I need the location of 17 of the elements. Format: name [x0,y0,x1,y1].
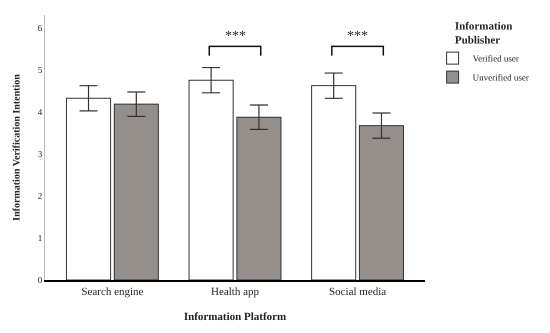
x-tick-label: Search engine [81,286,144,298]
annotation: *** [225,29,246,44]
y-tick-label: 1 [38,233,42,244]
y-tick-label: 5 [38,64,43,75]
legend-label: Unverified user [472,72,529,83]
legend-label: Verified user [472,54,519,64]
y-tick-label: 2 [38,191,42,202]
y-axis-title: Information Verification Intention [12,74,23,221]
y-tick-label: 0 [38,275,43,286]
x-tick-label: Social media [329,286,386,298]
y-tick-label: 6 [38,22,43,33]
x-tick-label: Health app [211,286,260,298]
legend-title: Information Publisher [454,20,512,47]
annotation: *** [347,29,368,44]
x-axis-title: Information Platform [184,310,286,323]
y-tick-label: 3 [38,148,43,159]
y-tick-label: 4 [38,106,43,117]
